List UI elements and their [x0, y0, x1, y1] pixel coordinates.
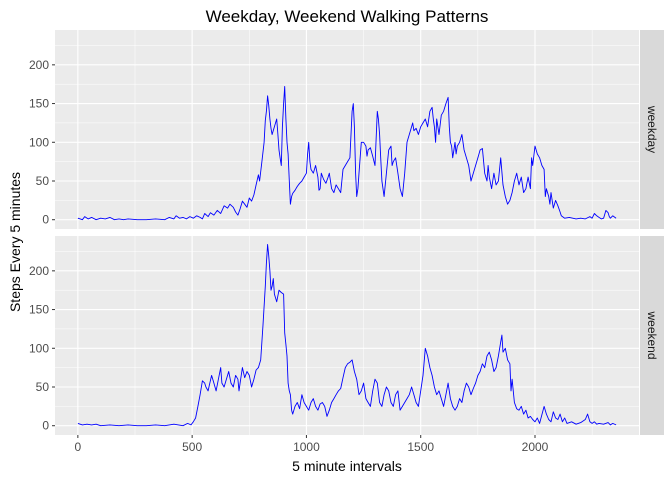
x-tick-label: 1000 [293, 440, 320, 454]
y-tick-label: 50 [36, 174, 50, 188]
series-line-weekday [77, 86, 617, 221]
y-tick-label: 150 [29, 303, 49, 317]
y-tick-label: 150 [29, 97, 49, 111]
series-line-weekend [77, 244, 617, 427]
x-tick-label: 500 [182, 440, 202, 454]
chart-title: Weekday, Weekend Walking Patterns [206, 7, 489, 26]
panel-background [55, 30, 639, 229]
x-tick-label: 2000 [522, 440, 549, 454]
facet-strip-label: weekend [645, 310, 659, 359]
x-tick-label: 1500 [407, 440, 434, 454]
y-tick-label: 100 [29, 341, 49, 355]
y-tick-label: 0 [42, 419, 49, 433]
y-tick-label: 200 [29, 58, 49, 72]
x-axis-title: 5 minute intervals [292, 458, 402, 474]
y-tick-label: 50 [36, 380, 50, 394]
facet-strip [640, 236, 664, 435]
y-tick-label: 200 [29, 264, 49, 278]
facet-weekday: 0 50 100 150 200 weekday [29, 30, 664, 229]
facet-strip [640, 30, 664, 229]
x-tick-label: 0 [75, 440, 82, 454]
x-axis: 0 500 1000 1500 2000 [75, 435, 549, 454]
y-axis-title: Steps Every 5 minutes [7, 172, 23, 312]
facet-strip-label: weekday [645, 105, 659, 153]
facet-panels: 0 50 100 150 200 weekday 0 50 100 150 200 weekend [29, 30, 664, 435]
y-tick-label: 100 [29, 135, 49, 149]
panel-background [55, 236, 639, 435]
facet-weekend: 0 50 100 150 200 weekend [29, 236, 664, 435]
y-tick-label: 0 [42, 213, 49, 227]
